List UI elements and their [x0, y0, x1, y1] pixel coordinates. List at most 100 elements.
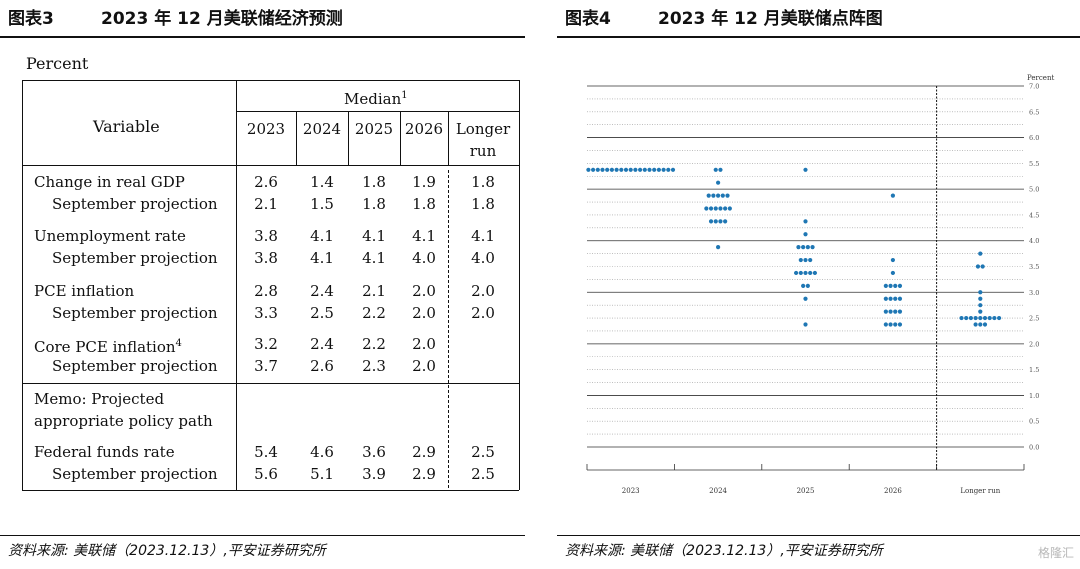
dot-participant [893, 322, 898, 327]
dot-participant [888, 322, 893, 327]
dot-participant [890, 257, 895, 263]
row-label: Federal funds rate [34, 443, 175, 461]
row-value: 1.5 [310, 195, 334, 213]
dot-participant [718, 167, 723, 172]
row-value: 3.7 [254, 357, 278, 375]
variable-column-divider [236, 80, 237, 490]
dot-participant [796, 245, 801, 250]
row-label-text: September projection [52, 195, 218, 213]
row-value: 4.0 [412, 249, 436, 267]
dot-participant [600, 167, 605, 172]
dot-participant [893, 283, 898, 288]
row-value: 2.9 [412, 443, 436, 461]
y-tick-label: 5.0 [1029, 186, 1039, 194]
dot-participant [803, 270, 808, 276]
dot-participant [803, 296, 808, 301]
y-tick-label: 5.5 [1029, 160, 1039, 168]
dot-participant [982, 322, 988, 327]
title-rule [557, 36, 1080, 38]
row-value: 1.4 [310, 173, 334, 191]
source-note: 资料来源: 美联储（2023.12.13）,平安证券研究所 [565, 543, 883, 559]
dot-participant [713, 167, 718, 172]
row-value-longer-run: 2.5 [471, 465, 495, 483]
dot-participant [704, 206, 709, 211]
row-value: 5.4 [254, 443, 278, 461]
dot-participant [803, 167, 808, 172]
dot-participant [718, 219, 723, 224]
dot-participant [893, 309, 898, 314]
dot-participant [619, 167, 624, 172]
dot-participant [801, 245, 806, 250]
dot-participant [708, 206, 714, 211]
year-column-divider [296, 111, 297, 165]
dot-participant [883, 309, 888, 314]
dot-participant [897, 283, 903, 288]
row-label: September projection [52, 195, 218, 213]
y-tick-label: 2.5 [1029, 315, 1039, 323]
y-tick-label: 7.0 [1029, 83, 1039, 91]
dot-participant [628, 167, 633, 172]
row-value: 2.8 [254, 282, 278, 300]
row-value: 2.3 [362, 357, 386, 375]
source-note: 资料来源: 美联储（2023.12.13）,平安证券研究所 [8, 543, 326, 559]
row-value: 3.9 [362, 465, 386, 483]
dot-participant [812, 270, 817, 276]
figure-title-text: 2023 年 12 月美联储经济预测 [101, 9, 343, 29]
x-tick-label: 2026 [884, 487, 902, 495]
dot-participant [656, 167, 661, 172]
dot-participant [978, 322, 983, 327]
x-tick-label: 2023 [622, 487, 640, 495]
dot-participant [725, 193, 730, 198]
row-value: 4.1 [362, 227, 386, 245]
dot-participant [723, 219, 728, 224]
dot-participant [978, 296, 983, 301]
row-value: 2.6 [310, 357, 334, 375]
row-value-longer-run: 4.0 [471, 249, 495, 267]
year-header: 2025 [354, 120, 394, 138]
row-value: 2.1 [254, 195, 278, 213]
dot-participant [973, 322, 978, 327]
row-value: 4.1 [412, 227, 436, 245]
row-value: 1.8 [362, 195, 386, 213]
unit-label: Percent [26, 54, 89, 73]
footnote-marker: 1 [401, 90, 408, 101]
dot-participant [982, 315, 988, 321]
row-label-text: Change in real GDP [34, 173, 185, 191]
memo-label: appropriate policy path [34, 412, 213, 430]
row-value: 2.2 [362, 335, 386, 353]
footnote-marker: 4 [175, 338, 182, 349]
row-value: 3.8 [254, 227, 278, 245]
y-tick-label: 3.5 [1029, 263, 1039, 271]
row-label: Change in real GDP [34, 173, 185, 191]
y-tick-label: 0.5 [1029, 418, 1039, 426]
title-rule [0, 36, 525, 38]
y-tick-label: 2.0 [1029, 340, 1039, 348]
figure-title: 图表4 2023 年 12 月美联储点阵图 [565, 6, 1080, 32]
row-value: 2.6 [254, 173, 278, 191]
dot-participant [883, 283, 888, 288]
dot-participant [713, 206, 718, 211]
row-value: 4.1 [362, 249, 386, 267]
dot-participant [652, 167, 657, 172]
dot-participant [808, 257, 813, 263]
row-value: 4.6 [310, 443, 334, 461]
dot-participant [897, 309, 903, 314]
right-panel: 图表4 2023 年 12 月美联储点阵图 0.0 0.5 1.0 1.5 2.0 2.5 3… [557, 0, 1080, 569]
dot-participant [614, 167, 619, 172]
row-value-longer-run: 2.5 [471, 443, 495, 461]
table-bottom-rule [22, 490, 519, 491]
row-label: Unemployment rate [34, 227, 186, 245]
dot-participant [980, 264, 985, 269]
dot-participant [810, 245, 815, 250]
y-tick-label: 1.0 [1029, 392, 1039, 400]
dot-participant [964, 315, 969, 321]
y-tick-label: 1.5 [1029, 366, 1039, 374]
x-tick-label: 2025 [797, 487, 815, 495]
dot-participant [720, 193, 725, 198]
dot-participant [595, 167, 600, 172]
row-label-text: September projection [52, 357, 218, 375]
row-label: September projection [52, 304, 218, 322]
row-value: 3.6 [362, 443, 386, 461]
row-label-text: Unemployment rate [34, 227, 186, 245]
variable-header: Variable [93, 117, 160, 136]
